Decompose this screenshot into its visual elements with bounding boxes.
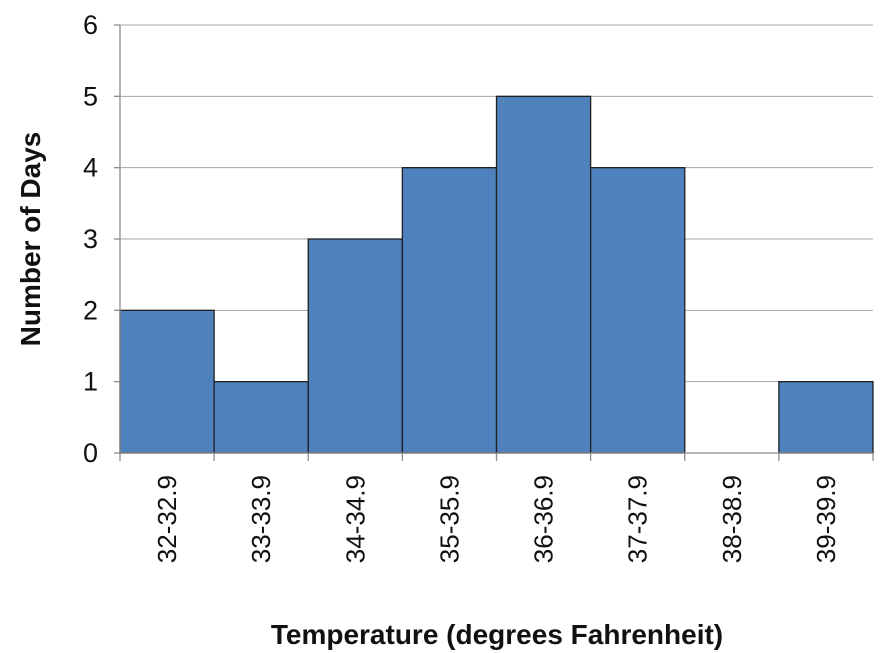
bar-34-34.9 xyxy=(307,238,404,454)
y-tick-label-6: 6 xyxy=(83,10,98,40)
bar-37-37.9 xyxy=(589,167,686,454)
y-tick-label-3: 3 xyxy=(83,224,98,254)
bar-39-39.9 xyxy=(778,381,874,454)
y-tick-label-1: 1 xyxy=(83,367,98,397)
x-tick-label-34-34.9: 34-34.9 xyxy=(340,475,370,563)
x-tick-label-32-32.9: 32-32.9 xyxy=(152,475,182,563)
x-axis-title: Temperature (degrees Fahrenheit) xyxy=(271,619,723,650)
x-tick-label-35-35.9: 35-35.9 xyxy=(434,475,464,563)
x-tick-labels: 32-32.9 33-33.9 34-34.9 35-35.9 36-36.9 37-37… xyxy=(152,475,841,563)
axes xyxy=(114,24,874,461)
y-tick-label-0: 0 xyxy=(83,438,98,468)
bars xyxy=(119,95,874,454)
bar-33-33.9 xyxy=(213,381,309,454)
x-tick-label-36-36.9: 36-36.9 xyxy=(529,475,559,563)
y-tick-label-2: 2 xyxy=(83,295,98,325)
x-tick-label-38-38.9: 38-38.9 xyxy=(717,475,747,563)
y-tick-label-5: 5 xyxy=(83,81,98,111)
x-tick-label-37-37.9: 37-37.9 xyxy=(623,475,653,563)
bar-32-32.9 xyxy=(119,309,215,454)
y-tick-label-4: 4 xyxy=(83,153,98,183)
x-tick-label-39-39.9: 39-39.9 xyxy=(811,475,841,563)
x-tick-label-33-33.9: 33-33.9 xyxy=(246,475,276,563)
bar-36-36.9 xyxy=(495,95,592,454)
bar-35-35.9 xyxy=(401,167,498,454)
y-axis-title: Number of Days xyxy=(15,132,46,347)
y-tick-labels: 0 1 2 3 4 5 6 xyxy=(83,10,98,468)
